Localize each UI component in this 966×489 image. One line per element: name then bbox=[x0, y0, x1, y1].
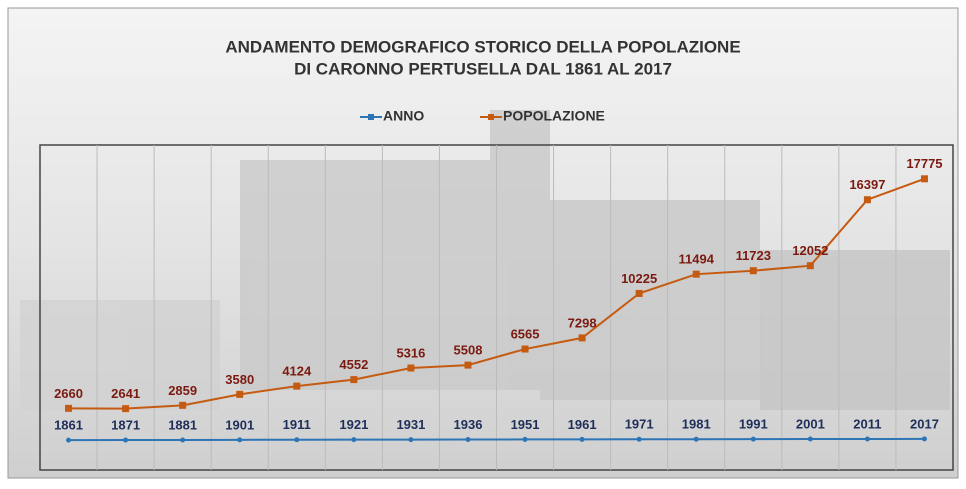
data-label: 1981 bbox=[682, 417, 711, 432]
point bbox=[123, 438, 128, 443]
point bbox=[579, 334, 586, 341]
data-label: 2859 bbox=[168, 383, 197, 398]
data-label: 1921 bbox=[339, 417, 368, 432]
data-label: 5508 bbox=[454, 343, 483, 358]
data-label: 11723 bbox=[736, 248, 771, 263]
point bbox=[921, 175, 928, 182]
chart: ANDAMENTO DEMOGRAFICO STORICO DELLA POPO… bbox=[0, 0, 966, 484]
point bbox=[693, 271, 700, 278]
data-label: 1881 bbox=[168, 417, 197, 432]
data-label: 1871 bbox=[111, 417, 140, 432]
data-label: 1936 bbox=[454, 417, 483, 432]
data-label: 1961 bbox=[568, 417, 597, 432]
data-label: 1951 bbox=[511, 417, 540, 432]
point bbox=[522, 346, 529, 353]
point bbox=[122, 405, 129, 412]
data-label: 1931 bbox=[396, 417, 425, 432]
data-label: 3580 bbox=[225, 372, 254, 387]
data-label: 11494 bbox=[679, 252, 715, 267]
point bbox=[464, 362, 471, 369]
series-line bbox=[69, 439, 925, 440]
point bbox=[864, 196, 871, 203]
legend-label: POPOLAZIONE bbox=[503, 108, 605, 124]
data-label: 16397 bbox=[849, 177, 885, 192]
data-label: 6565 bbox=[511, 326, 540, 341]
point bbox=[465, 437, 470, 442]
point bbox=[179, 402, 186, 409]
data-label: 1901 bbox=[225, 417, 254, 432]
point bbox=[751, 437, 756, 442]
point bbox=[922, 436, 927, 441]
point bbox=[236, 391, 243, 398]
data-label: 1991 bbox=[739, 417, 768, 432]
data-label: 12052 bbox=[792, 243, 828, 258]
data-label: 7298 bbox=[568, 315, 597, 330]
point bbox=[808, 437, 813, 442]
point bbox=[351, 437, 356, 442]
point bbox=[694, 437, 699, 442]
chart-title: DI CARONNO PERTUSELLA DAL 1861 AL 2017 bbox=[294, 59, 672, 78]
legend-marker bbox=[488, 114, 494, 120]
point bbox=[580, 437, 585, 442]
point bbox=[750, 267, 757, 274]
point bbox=[636, 290, 643, 297]
data-label: 2001 bbox=[796, 416, 825, 431]
point bbox=[180, 437, 185, 442]
data-label: 1861 bbox=[54, 418, 83, 433]
data-label: 5316 bbox=[396, 345, 425, 360]
data-label: 2660 bbox=[54, 386, 83, 401]
legend-label: ANNO bbox=[383, 108, 424, 124]
point bbox=[865, 436, 870, 441]
data-label: 17775 bbox=[906, 156, 942, 171]
point bbox=[66, 438, 71, 443]
point bbox=[293, 383, 300, 390]
page: {"chart_data": {"type": "line", "title":… bbox=[0, 0, 966, 489]
point bbox=[65, 405, 72, 412]
data-label: 2641 bbox=[111, 386, 140, 401]
point bbox=[637, 437, 642, 442]
data-label: 4124 bbox=[282, 364, 312, 379]
point bbox=[350, 376, 357, 383]
point bbox=[408, 437, 413, 442]
data-label: 2017 bbox=[910, 416, 939, 431]
chart-title: ANDAMENTO DEMOGRAFICO STORICO DELLA POPO… bbox=[225, 37, 740, 56]
point bbox=[523, 437, 528, 442]
point bbox=[807, 262, 814, 269]
legend-marker bbox=[368, 114, 374, 120]
point bbox=[237, 437, 242, 442]
point bbox=[407, 365, 414, 372]
data-label: 10225 bbox=[621, 271, 657, 286]
point bbox=[294, 437, 299, 442]
data-label: 2011 bbox=[853, 416, 881, 431]
data-label: 4552 bbox=[339, 357, 368, 372]
data-label: 1971 bbox=[625, 417, 654, 432]
data-label: 1911 bbox=[283, 417, 311, 432]
